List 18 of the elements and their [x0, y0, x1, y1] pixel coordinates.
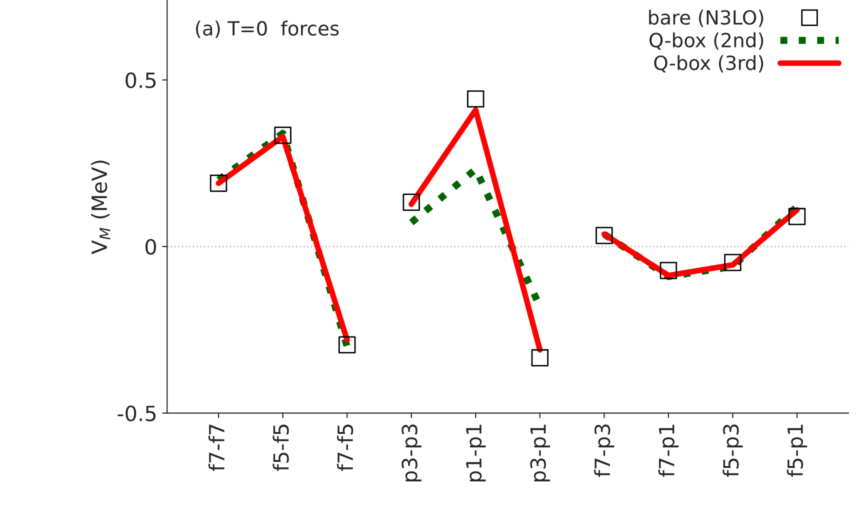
y-tick-label: 0.5	[126, 72, 156, 88]
legend-label: Q-box (2nd)	[650, 32, 764, 50]
y-tick-label: 0	[146, 238, 156, 255]
y-axis-title: V$_{M}$ (MeV)	[91, 160, 110, 254]
y-tick-label: -0.5	[118, 406, 156, 422]
x-tick-label: f7-p3	[594, 424, 614, 477]
x-tick-label: f5-p3	[722, 424, 743, 477]
x-tick-label: f5-p1	[786, 424, 808, 477]
x-tick-label: p1-p1	[466, 424, 486, 482]
x-tick-label: f5-f5	[272, 424, 289, 472]
x-tick-label: f7-f7	[208, 424, 224, 472]
legend-label: Q-box (3rd)	[654, 55, 764, 72]
x-tick-label: p3-p1	[530, 424, 550, 482]
x-tick-label: f7-p1	[658, 424, 679, 477]
legend-label: bare (N3LO)	[649, 10, 764, 28]
x-tick-label: p3-p3	[402, 424, 422, 482]
x-tick-label: f7-f5	[337, 424, 354, 472]
annotation: (a) T=0 forces	[196, 20, 339, 38]
